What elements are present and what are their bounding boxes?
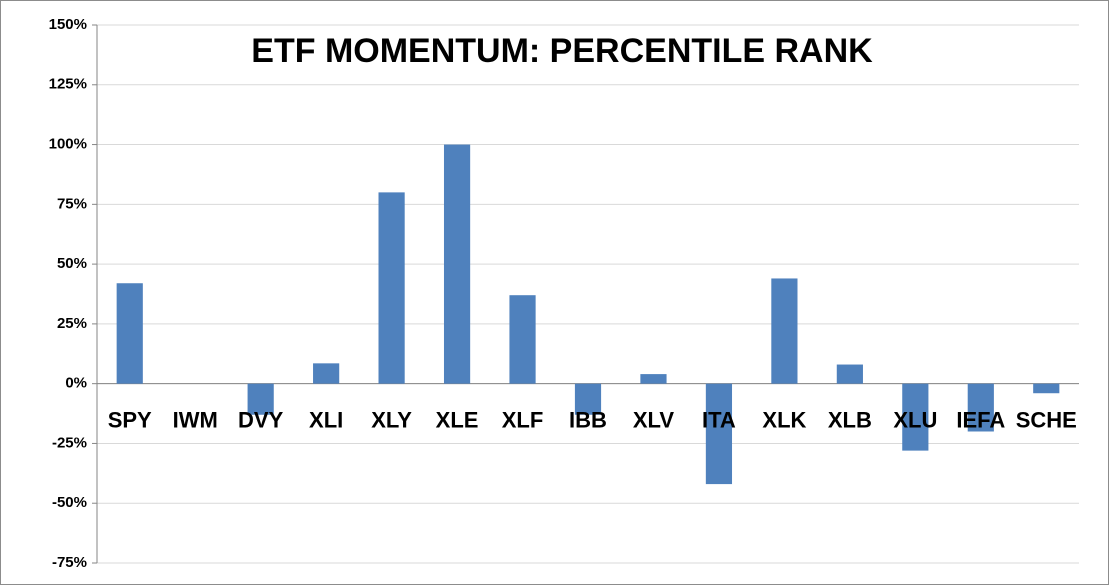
y-tick-label: 0%	[65, 375, 87, 392]
y-tick-label: 75%	[57, 195, 87, 212]
y-tick-label: -50%	[52, 494, 87, 511]
x-tick-label: DVY	[238, 407, 284, 432]
x-tick-label: ITA	[702, 407, 736, 432]
bar	[902, 383, 929, 451]
y-tick-label: 50%	[57, 255, 87, 272]
chart-title: ETF MOMENTUM: PERCENTILE RANK	[251, 32, 873, 70]
x-tick-label: SPY	[108, 407, 152, 432]
bar	[247, 383, 274, 415]
x-tick-label: IBB	[569, 407, 607, 432]
bar	[116, 283, 143, 384]
x-tick-label: XLU	[893, 407, 937, 432]
bar	[967, 383, 994, 432]
y-tick-label: 125%	[49, 76, 87, 93]
y-tick-label: 25%	[57, 315, 87, 332]
x-tick-label: SCHE	[1016, 407, 1077, 432]
bar	[1033, 383, 1060, 394]
bar	[443, 144, 471, 384]
x-tick-label: XLB	[828, 407, 872, 432]
y-tick-label: -25%	[52, 434, 87, 451]
x-tick-label: XLK	[762, 407, 806, 432]
x-tick-label: XLI	[309, 407, 343, 432]
x-tick-label: XLF	[502, 407, 544, 432]
bar	[705, 383, 733, 485]
bar	[771, 278, 798, 384]
bar	[509, 295, 536, 384]
y-tick-label: 100%	[49, 136, 87, 153]
bar	[574, 383, 602, 415]
bar	[378, 192, 405, 384]
x-tick-label: XLY	[371, 407, 412, 432]
x-tick-label: XLE	[436, 407, 479, 432]
bar	[640, 374, 667, 384]
bar	[313, 363, 340, 384]
y-tick-label: 150%	[49, 16, 87, 33]
bar	[836, 364, 863, 384]
x-tick-label: XLV	[633, 407, 674, 432]
x-tick-label: IEFA	[956, 407, 1005, 432]
y-tick-label: -75%	[52, 554, 87, 571]
x-tick-label: IWM	[173, 407, 218, 432]
